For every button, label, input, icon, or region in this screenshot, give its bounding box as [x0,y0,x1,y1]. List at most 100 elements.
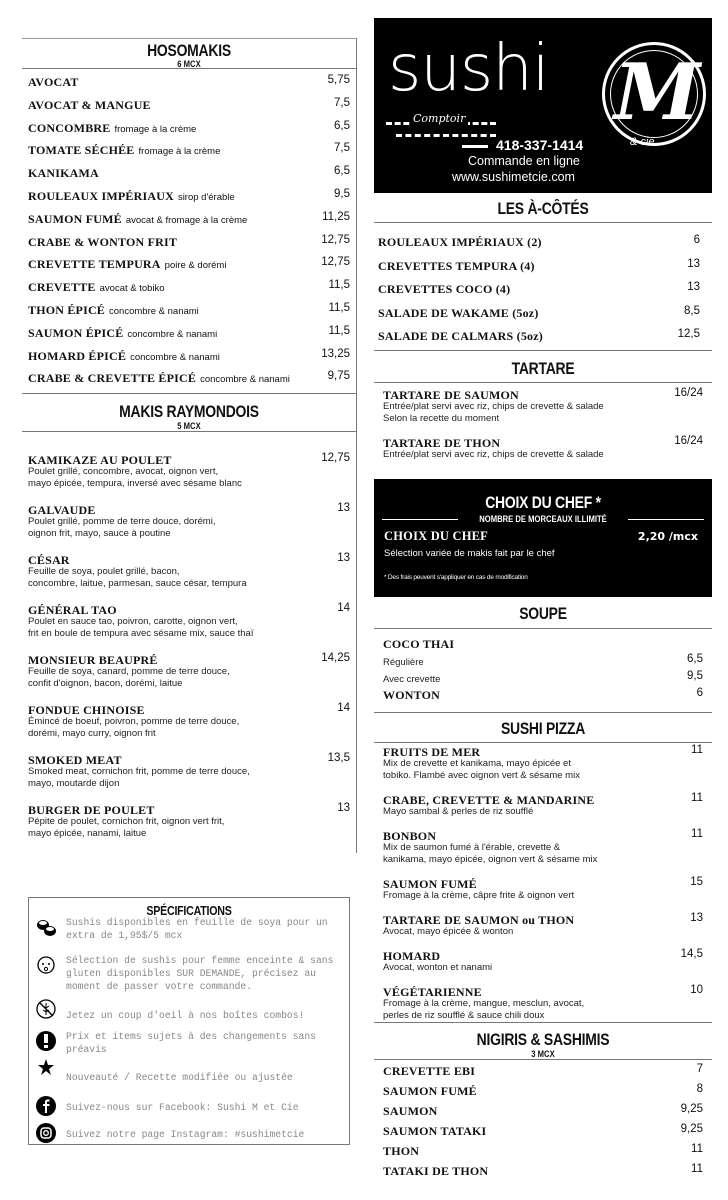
menu-item-line: SAUMON TATAKI [383,1122,703,1138]
menu-item: COCO THAI [383,635,703,652]
menu-item-price: 5,75 [327,74,350,86]
menu-item: FONDUE CHINOISE 14 Émincé de boeuf, poivro… [28,701,350,751]
menu-item: TOMATE SÉCHÉE fromage à la crème 7,5 [28,141,350,164]
menu-item-price: 6,5 [334,119,350,132]
menu-item-name: CONCOMBRE [28,120,111,135]
logo-website[interactable]: www.sushimetcie.com [452,170,575,184]
menu-item: CRABE & WONTON FRIT 12,75 [28,233,350,256]
makis-subtitle: 5 MCX [177,421,201,431]
chef-note: * Des frais peuvent s'appliquer en cas d… [384,574,528,581]
menu-item-line: CRABE, CREVETTE & MANDARINE [383,791,703,807]
menu-item: CÉSAR 13 Feuille de soya, poulet grillé, b… [28,551,350,601]
menu-item-name: CRABE & WONTON FRIT [28,234,178,249]
menu-item-line: BONBON [383,827,703,843]
menu-item: HOMARD 14,5 Avocat, wonton et nanami [383,947,703,983]
menu-item-name: GALVAUDE [28,503,96,517]
logo-circle-inner [610,50,698,138]
menu-item-line: CREVETTE EBI [383,1062,703,1078]
specification-text: Suivez-nous sur Facebook: Sushi M et Cie [66,1102,299,1113]
menu-item-line: ROULEAUX IMPÉRIAUX (2) [378,233,700,249]
menu-item-price: 7 [696,1063,703,1075]
menu-item: GALVAUDE 13 Poulet grillé, pomme de terre … [28,501,350,551]
menu-item: BURGER DE POULET 13 Pépite de poulet, corn… [28,801,350,851]
menu-item-line: ROULEAUX IMPÉRIAUX sirop d'érable [28,187,350,203]
menu-item-name: COCO THAI [383,637,455,651]
logo-circle [602,42,706,146]
menu-item-name: THON [383,1144,420,1158]
menu-item: CREVETTES COCO (4) 13 [378,280,700,304]
menu-item-name: AVOCAT & MANGUE [28,97,151,112]
logo-letter: M [614,47,701,138]
menu-item-price: 9,25 [680,1103,703,1115]
menu-item-line: HOMARD ÉPICÉ concombre & nanami [28,347,350,363]
menu-item-description: Poulet en sauce tao, poivron, carotte, o… [28,616,238,627]
menu-item: SAUMON FUMÉ avocat & fromage à la crème 11… [28,210,350,233]
asterisk-icon [35,1056,57,1078]
cotes-list: ROULEAUX IMPÉRIAUX (2) 6 CREVETTES TEMPURA… [378,233,700,351]
chef-title: CHOIX DU CHEF * [485,493,601,512]
menu-item-name: TARTARE DE SAUMON ou THON [383,913,575,927]
specification-text: Suivez notre page Instagram: #sushimetci… [66,1129,305,1140]
chef-subtitle: NOMBRE DE MORCEAUX ILLIMITÉ [458,514,628,524]
menu-item-description: Entrée/plat servi avec riz, chips de cre… [383,401,604,412]
menu-item-name: HOMARD ÉPICÉ [28,348,127,363]
menu-item-price: 13 [687,281,700,293]
menu-item-name: TARTARE DE THON [383,436,501,450]
menu-item-description: oignon frit, mayo, sauce à poutine [28,528,171,539]
menu-item-name: KANIKAMA [28,166,99,181]
makis-list: KAMIKAZE AU POULET 12,75 Poulet grillé, co… [28,451,350,851]
menu-item-price: 16/24 [674,435,703,447]
menu-item-name: WONTON [383,688,440,702]
menu-item: CREVETTES TEMPURA (4) 13 [378,257,700,281]
menu-item-name: TOMATE SÉCHÉE [28,143,135,158]
menu-item-line: TATAKI DE THON [383,1162,703,1178]
menu-item-note: avocat & tobiko [99,283,165,295]
menu-item-name: KAMIKAZE AU POULET [28,453,172,467]
menu-item-name: SAUMON ÉPICÉ [28,325,124,340]
logo-suffix: & cie [630,136,655,148]
menu-item-name: CREVETTE EBI [383,1064,476,1078]
specifications-title: SPÉCIFICATIONS [146,903,232,918]
menu-item-line: Régulière [383,652,703,668]
menu-item-note: sirop d'érable [177,191,235,203]
menu-item-price: 11,5 [328,324,350,337]
menu-item-line: TARTARE DE THON [383,434,703,450]
gluten-free-icon [35,998,57,1020]
menu-item-description: tobiko. Flambé avec oignon vert & sésame… [383,770,580,781]
menu-item-line: COCO THAI [383,635,703,651]
menu-item-price: 14 [337,702,350,714]
menu-item-price: 15 [690,876,703,888]
menu-item-line: SALADE DE WAKAME (5oz) [378,304,700,320]
menu-item-name: FRUITS DE MER [383,745,481,759]
menu-item-line: GALVAUDE [28,501,350,517]
menu-item-name: CÉSAR [28,553,70,567]
menu-item-line: THON ÉPICÉ concombre & nanami [28,301,350,317]
specifications-box: SPÉCIFICATIONS Sushis disponibles en feu… [28,897,350,1145]
menu-item: SALADE DE CALMARS (5oz) 12,5 [378,327,700,351]
menu-item: CONCOMBRE fromage à la crème 6,5 [28,119,350,142]
menu-item-description: mayo, moutarde dijon [28,778,120,789]
menu-item-name: MONSIEUR BEAUPRÉ [28,653,158,667]
menu-item-note: avocat & fromage à la crème [125,214,248,226]
menu-item: VÉGÉTARIENNE 10 Fromage à la crème, mangue… [383,983,703,1031]
menu-item-description: confit d'oignon, bacon, dorémi, laitue [28,678,183,689]
menu-item-name: TARTARE DE SAUMON [383,388,519,402]
menu-item-name: SALADE DE WAKAME (5oz) [378,305,539,320]
menu-item: CRABE, CREVETTE & MANDARINE 11 Mayo sambal… [383,791,703,827]
menu-item-price: 14,5 [680,948,703,960]
menu-item-description: Fromage à la crème, mangue, mesclun, avo… [383,998,585,1009]
menu-item-line: AVOCAT & MANGUE [28,96,350,112]
logo-brand: sushi [388,32,550,106]
menu-item-line: FONDUE CHINOISE [28,701,350,717]
cotes-title: LES À-CÔTÉS [497,199,589,218]
menu-item-price: 11 [691,828,703,840]
menu-item-line: THON [383,1142,703,1158]
menu-item-name: CREVETTES COCO (4) [378,282,511,296]
menu-item: CREVETTE EBI 7 [383,1062,703,1082]
menu-item-name: CRABE, CREVETTE & MANDARINE [383,793,595,807]
menu-item-price: 11 [691,1163,703,1175]
menu-item: SAUMON FUMÉ 15 Fromage à la crème, câpre f… [383,875,703,911]
chef-description: Sélection variée de makis fait par le ch… [384,548,555,559]
menu-item-line: CÉSAR [28,551,350,567]
menu-item-name: CREVETTE [28,280,96,295]
